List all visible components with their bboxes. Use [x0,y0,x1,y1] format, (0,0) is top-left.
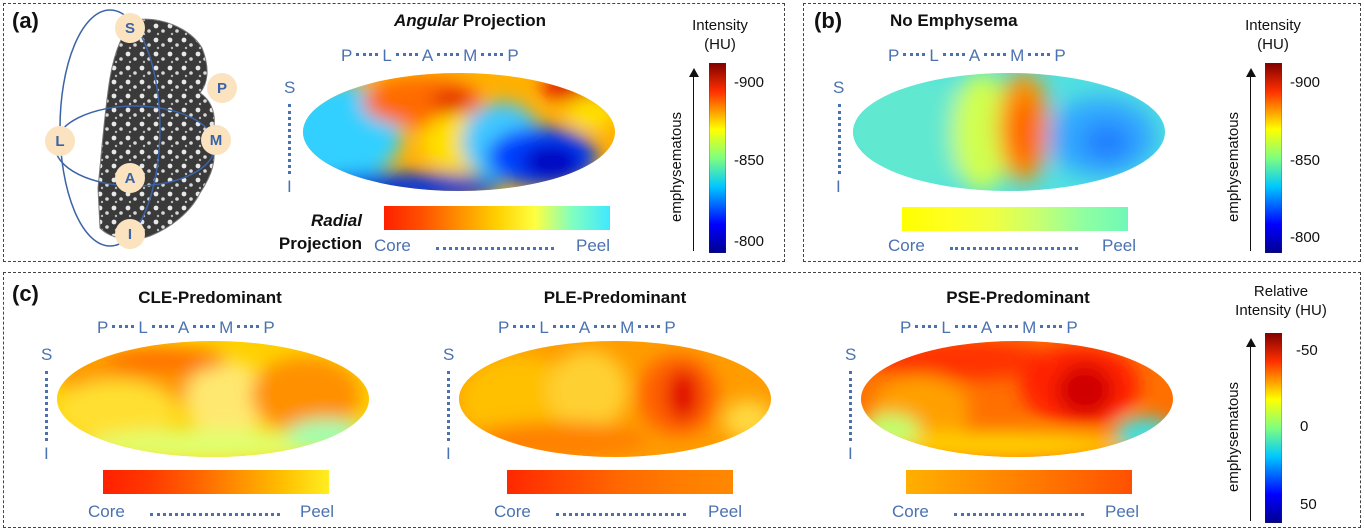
panel-c-vdots-cle [45,371,48,441]
panel-a-tick-850: -850 [734,152,765,169]
panel-b-arrow-head [1246,68,1256,77]
panel-c-emphysematous: emphysematous [1225,381,1242,492]
panel-c [3,272,1361,528]
marker-s: S [125,20,135,37]
panel-a-core-peel-dots [436,247,554,250]
marker-p: P [217,80,227,97]
panel-a-title-rest: Projection [458,11,547,30]
marker-s-circle [115,13,145,43]
marker-m: M [210,132,223,149]
panel-a-tick-800: -800 [734,233,765,250]
marker-i: I [128,226,132,243]
panel-a-arrow-head [689,68,699,77]
panel-c-axis-i-pse: I [848,444,853,463]
panel-c-tick-0: 0 [1300,418,1309,435]
panel-a-peel: Peel [576,236,611,255]
panel-c-title-ple: PLE-Predominant [543,288,687,307]
panel-c-colorbar [1265,333,1282,523]
panel-c-core-pse: Core [892,502,929,521]
panel-b-emphysematous: emphysematous [1225,111,1242,222]
panel-b-label: (b) [814,8,843,33]
panel-a-radial-strip [384,206,610,230]
panel-b-tick-850: -850 [1290,152,1321,169]
panel-b-title: No Emphysema [890,11,1018,30]
marker-l-circle [45,126,75,156]
marker-a-circle [115,163,145,193]
panel-c-core-peel-dots-pse [954,513,1084,516]
panel-c-tick-neg50: -50 [1296,342,1318,359]
panel-c-cbar-title: Relative Intensity (HU) [1235,283,1327,319]
panel-c-arrow-head [1246,338,1256,347]
panel-c-arrow-line [1250,346,1251,521]
panel-c-title-cle: CLE-Predominant [138,288,282,307]
panel-a-cbar-title: Intensity (HU) [692,17,748,53]
panel-b-cbar-title: Intensity (HU) [1245,17,1301,53]
panel-c-peel-ple: Peel [708,502,743,521]
marker-l: L [55,133,64,150]
panel-c-label: (c) [12,281,39,306]
panel-a-colorbar [709,63,726,253]
lung-illustration: S P L M A I [45,9,237,249]
panel-c-axis-s-cle: S [41,345,53,364]
panel-c-axis-i-ple: I [446,444,451,463]
radial-italic: Radial [310,211,362,230]
ple-predominant-map [459,341,771,457]
panel-b-core-peel-dots [950,247,1078,250]
panel-a-title-italic: Angular [393,11,459,30]
panel-a-axis-i: I [287,177,292,196]
panel-b-axis-i: I [836,177,841,196]
panel-c-core-peel-dots-cle [150,513,280,516]
no-emphysema-map [853,73,1165,191]
marker-a: A [125,170,136,187]
panel-c-axis-s-ple: S [443,345,455,364]
panel-a-label: (a) [12,8,39,33]
cle-predominant-map [57,341,369,457]
panel-a-core: Core [374,236,411,255]
panel-c-title-pse: PSE-Predominant [946,288,1090,307]
panel-c-axis-s-pse: S [845,345,857,364]
panel-b-radial-strip [902,207,1128,231]
panel-a-axis-s: S [284,78,296,97]
panel-c-tick-50: 50 [1300,496,1317,513]
panel-c-core-cle: Core [88,502,125,521]
panel-c-vdots-ple [447,371,450,441]
panel-c-radial-strip-ple [507,470,733,494]
panel-b-colorbar [1265,63,1282,253]
panel-b-tick-900: -900 [1290,74,1321,91]
panel-a-emphysematous: emphysematous [668,111,685,222]
panel-c-peel-cle: Peel [300,502,335,521]
angular-projection-map [303,73,615,191]
radial-rest: Projection [278,234,362,253]
pse-predominant-map [861,341,1173,457]
marker-p-circle [207,73,237,103]
panel-a-axis-vdots [288,104,291,174]
panel-c-core-ple: Core [494,502,531,521]
panel-b-peel: Peel [1102,236,1137,255]
panel-a [3,3,785,262]
panel-c-axis-i-cle: I [44,444,49,463]
panel-b-axis-vdots [838,104,841,174]
radial-projection-title: Radial Projection [252,209,362,255]
marker-i-circle [115,219,145,249]
panel-a-tick-900: -900 [734,74,765,91]
panel-c-vdots-pse [849,371,852,441]
panel-b-core: Core [888,236,925,255]
panel-c-radial-strip-cle [103,470,329,494]
panel-c-peel-pse: Peel [1105,502,1140,521]
panel-c-radial-strip-pse [906,470,1132,494]
panel-b-arrow-line [1250,76,1251,251]
panel-b-tick-800: -800 [1290,229,1321,246]
panel-a-arrow-line [693,76,694,251]
panel-a-title: Angular Projection [355,11,585,31]
marker-m-circle [201,125,231,155]
panel-c-core-peel-dots-ple [556,513,686,516]
panel-b [803,3,1361,262]
panel-b-axis-s: S [833,78,845,97]
